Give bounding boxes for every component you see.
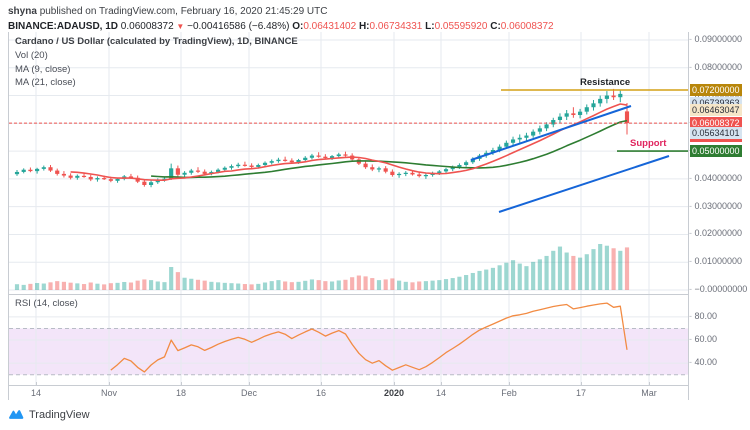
- time-tick-label: 2020: [383, 388, 405, 398]
- price-tick-label: - 0.03000000: [689, 200, 743, 211]
- time-tick-mark: [36, 382, 37, 386]
- legend-rsi: RSI (14, close): [15, 298, 78, 309]
- time-tick-label: 18: [175, 388, 187, 398]
- time-tick-mark: [509, 382, 510, 386]
- price-tick-label: - 0.01000000: [689, 256, 743, 267]
- price-tick-label: - 0.02000000: [689, 228, 743, 239]
- open-label: O:: [292, 20, 304, 32]
- close-label: C:: [490, 20, 501, 32]
- time-tick-label: 14: [30, 388, 42, 398]
- legend-ma-fast: MA (9, close): [15, 63, 71, 75]
- tradingview-footer[interactable]: TradingView: [8, 408, 90, 421]
- time-tick-mark: [649, 382, 650, 386]
- rsi-tick-label: - 40.00: [689, 357, 718, 368]
- rsi-series-svg: [9, 295, 688, 385]
- time-axis[interactable]: 14 Nov 18 Dec 16 2020 14 Feb 17 Mar: [9, 382, 688, 400]
- time-tick-mark: [109, 382, 110, 386]
- low-label: L:: [425, 20, 435, 32]
- time-tick-mark: [321, 382, 322, 386]
- chart-title: Cardano / US Dollar (calculated by Tradi…: [15, 36, 298, 47]
- price-axis-badge-last-price[interactable]: 0.06008372: [690, 117, 742, 130]
- chart-legend: Cardano / US Dollar (calculated by Tradi…: [15, 35, 298, 90]
- price-axis-badge-support-level[interactable]: 0.05634101: [690, 127, 742, 140]
- price-pane[interactable]: Cardano / US Dollar (calculated by Tradi…: [9, 32, 688, 294]
- time-axis-divider: [9, 385, 688, 386]
- tradingview-logo-icon: [9, 410, 24, 419]
- rsi-tick-label: - 80.00: [689, 310, 718, 321]
- close-value: 0.06008372: [500, 20, 554, 32]
- price-change-value: −0.00416586 (−6.48%): [187, 20, 290, 32]
- time-tick-label: Mar: [641, 388, 657, 398]
- time-tick-label: 16: [315, 388, 327, 398]
- symbol-quote-line: BINANCE:ADAUSD, 1D 0.06008372 ▼ −0.00416…: [8, 20, 750, 34]
- publish-text: published on TradingView.com, February 1…: [39, 6, 328, 17]
- author-name: shyna: [8, 6, 37, 17]
- publish-line: shyna published on TradingView.com, Febr…: [8, 5, 750, 19]
- chart-frame: Cardano / US Dollar (calculated by Tradi…: [8, 32, 748, 400]
- support-annotation: Support: [630, 138, 667, 150]
- time-tick-label: Nov: [100, 388, 118, 398]
- rsi-pane[interactable]: RSI (14, close): [9, 295, 688, 385]
- price-axis-badge-support-line-level[interactable]: 0.05000000: [690, 145, 742, 158]
- time-tick-label: 14: [435, 388, 447, 398]
- high-label: H:: [358, 20, 370, 32]
- chart-header: shyna published on TradingView.com, Febr…: [0, 0, 750, 33]
- time-tick-label: Dec: [240, 388, 258, 398]
- tradingview-brand-label: TradingView: [29, 408, 90, 421]
- price-tick-label: - −0.00000000: [689, 284, 748, 294]
- price-axis-badge-resistance-level[interactable]: 0.07200000: [690, 84, 742, 96]
- time-tick-mark: [581, 382, 582, 386]
- time-tick-mark: [394, 382, 395, 386]
- time-tick-mark: [181, 382, 182, 386]
- open-value: 0.06431402: [303, 20, 357, 32]
- legend-volume: Vol (20): [15, 49, 48, 61]
- price-axis[interactable]: - 0.09000000- 0.08000000- 0.07000000- 0.…: [688, 32, 748, 400]
- high-value: 0.06734331: [369, 20, 423, 32]
- rsi-tick-label: - 60.00: [689, 334, 718, 344]
- resistance-annotation: Resistance: [580, 77, 631, 88]
- price-tick-label: - 0.08000000: [689, 61, 743, 72]
- time-tick-label: 17: [575, 388, 587, 398]
- time-tick-label: Feb: [501, 388, 517, 398]
- time-tick-mark: [441, 382, 442, 386]
- last-price-value: 0.06008372: [120, 20, 174, 32]
- time-tick-mark: [249, 382, 250, 386]
- price-tick-label: - 0.09000000: [689, 34, 743, 44]
- price-down-arrow-icon: ▼: [176, 21, 185, 31]
- chart-plot-area[interactable]: Cardano / US Dollar (calculated by Tradi…: [8, 32, 688, 400]
- price-series-svg: [9, 32, 688, 294]
- pane-divider: [9, 294, 688, 295]
- price-tick-label: - 0.04000000: [689, 172, 743, 183]
- low-value: 0.05595920: [434, 20, 488, 32]
- legend-ma-slow: MA (21, close): [15, 77, 76, 89]
- price-axis-badge-ma-slow-level[interactable]: 0.06463047: [690, 104, 742, 117]
- symbol-label: BINANCE:ADAUSD, 1D: [8, 20, 119, 32]
